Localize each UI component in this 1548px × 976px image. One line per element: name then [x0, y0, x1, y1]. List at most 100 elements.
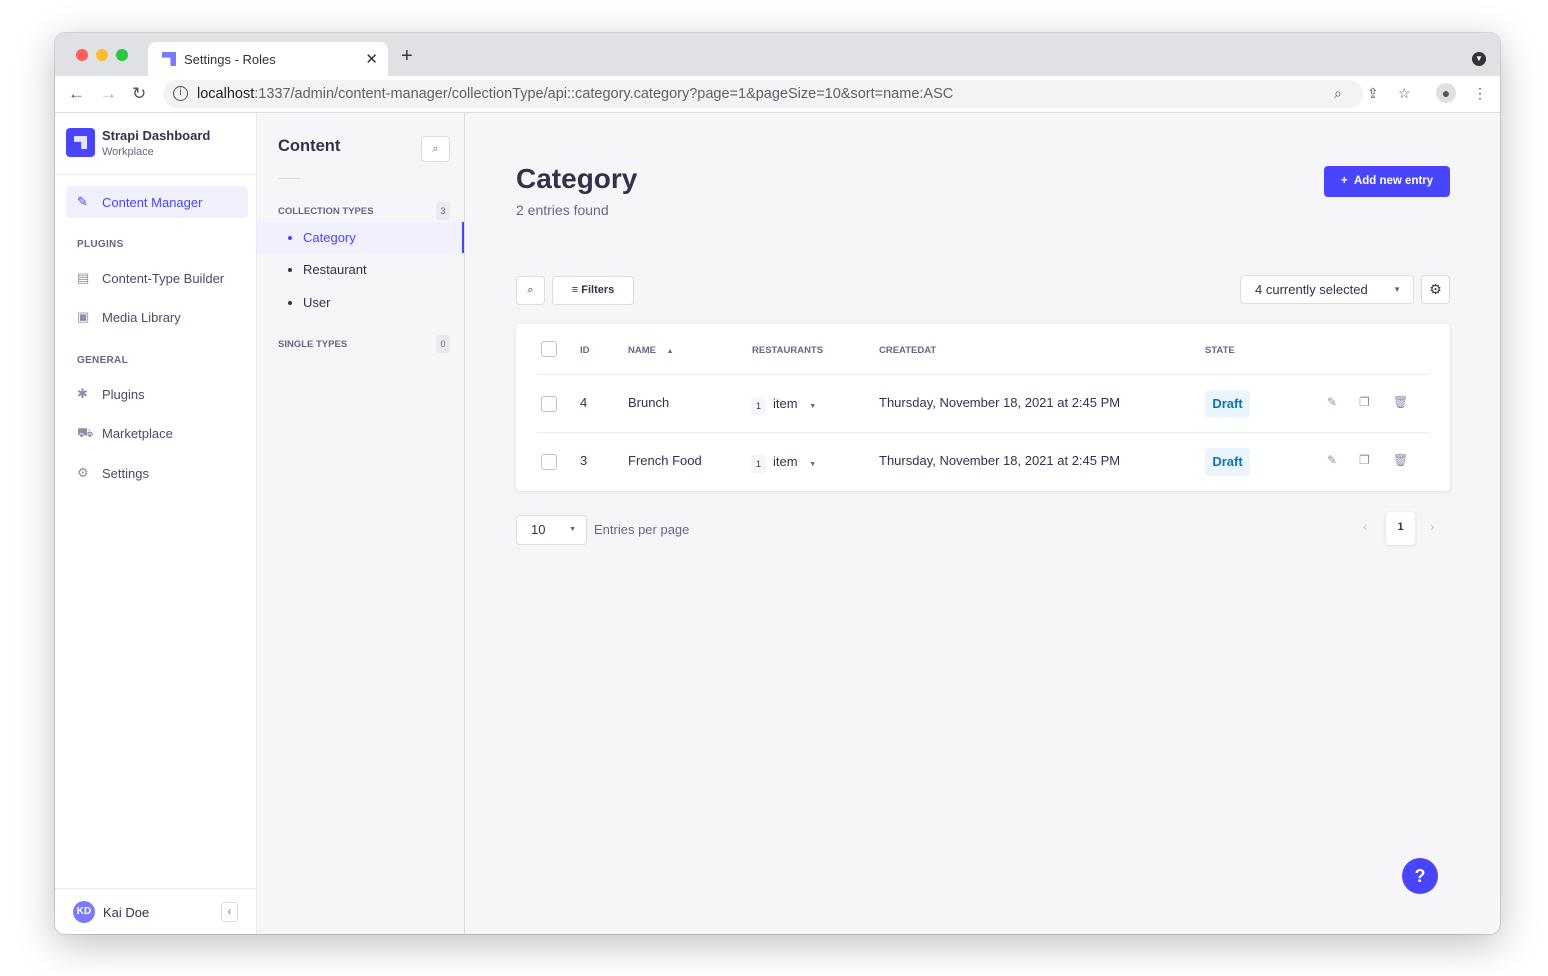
subnav-title: Content — [278, 137, 341, 155]
browser-menu-icon[interactable]: ⋮ — [1473, 85, 1487, 101]
column-header-name[interactable]: NAME ▲ — [628, 345, 674, 356]
trash-icon[interactable]: 🗑 — [1393, 453, 1409, 467]
forward-icon[interactable]: → — [100, 84, 117, 103]
chevron-down-icon: ▼ — [809, 403, 817, 410]
user-menu[interactable]: KD Kai Doe ‹ — [55, 888, 256, 934]
url-input[interactable]: i localhost:1337/admin/content-manager/c… — [163, 80, 1363, 108]
relation-label: item — [773, 454, 798, 469]
filters-label: Filters — [581, 284, 615, 296]
back-icon[interactable]: ← — [68, 84, 85, 103]
feather-icon: ✎ — [77, 194, 88, 209]
collection-types-label: COLLECTION TYPES — [278, 206, 374, 217]
filters-button[interactable]: ≡ Filters — [552, 276, 634, 305]
minimize-window-button[interactable] — [96, 49, 108, 61]
collapse-sidebar-button[interactable]: ‹ — [221, 902, 238, 922]
single-types-label: SINGLE TYPES — [278, 339, 348, 350]
settings-gear-button[interactable]: ⚙ — [1421, 275, 1450, 304]
next-page-icon[interactable]: › — [1430, 519, 1435, 534]
relation-dropdown[interactable]: item ▼ — [773, 396, 816, 411]
subnav-item-label: Restaurant — [303, 262, 367, 277]
close-tab-icon[interactable]: ✕ — [365, 51, 378, 68]
edit-icon[interactable]: ✎ — [1327, 395, 1338, 409]
row-createdat: Thursday, November 18, 2021 at 2:45 PM — [879, 395, 1121, 410]
page-size-select[interactable]: 10 ▼ — [516, 515, 587, 545]
sort-ascending-icon: ▲ — [666, 348, 674, 355]
entries-per-page-label: Entries per page — [594, 522, 690, 537]
columns-select[interactable]: 4 currently selected ▼ — [1240, 275, 1414, 304]
image-icon: ▣ — [77, 309, 90, 324]
subnav-item-category[interactable]: Category — [257, 222, 464, 253]
main-content: Category 2 entries found + Add new entry… — [465, 113, 1500, 934]
search-button[interactable]: ⌕ — [516, 276, 545, 305]
subnav-item-user[interactable]: User — [257, 287, 464, 318]
strapi-favicon-icon — [162, 52, 176, 66]
tab-search-icon[interactable]: ▼ — [1472, 52, 1486, 66]
address-bar: ← → ↻ i localhost:1337/admin/content-man… — [55, 76, 1500, 113]
chevron-down-icon: ▼ — [569, 526, 576, 533]
relation-dropdown[interactable]: item ▼ — [773, 454, 816, 469]
edit-icon[interactable]: ✎ — [1327, 453, 1338, 467]
sidebar-item-plugins[interactable]: ✱ Plugins — [66, 378, 248, 410]
maximize-window-button[interactable] — [116, 49, 128, 61]
general-section-label: GENERAL — [77, 355, 128, 366]
cart-icon: ⛟ — [77, 425, 94, 440]
page-1-button[interactable]: 1 — [1386, 512, 1415, 545]
reload-icon[interactable]: ↻ — [132, 84, 147, 103]
column-header-state[interactable]: STATE — [1205, 345, 1235, 356]
info-icon[interactable]: i — [173, 86, 188, 101]
filter-icon: ≡ — [571, 284, 579, 296]
add-new-entry-button[interactable]: + Add new entry — [1324, 166, 1450, 197]
relation-label: item — [773, 396, 798, 411]
table-row[interactable]: 3 French Food 1 item ▼ Thursday, Novembe… — [537, 432, 1429, 490]
table-row[interactable]: 4 Brunch 1 item ▼ Thursday, November 18,… — [537, 374, 1429, 432]
row-checkbox[interactable] — [541, 396, 557, 412]
row-id: 4 — [580, 395, 588, 410]
entries-count: 2 entries found — [516, 202, 609, 218]
profile-icon[interactable]: ● — [1436, 83, 1456, 103]
subnav-search-button[interactable]: ⌕ — [421, 136, 450, 162]
select-all-checkbox[interactable] — [541, 341, 557, 357]
share-icon[interactable]: ⇪ — [1367, 85, 1379, 101]
previous-page-icon[interactable]: ‹ — [1363, 519, 1368, 534]
close-window-button[interactable] — [76, 49, 88, 61]
tab-title: Settings - Roles — [184, 52, 276, 67]
status-badge: Draft — [1205, 390, 1250, 418]
column-header-createdat[interactable]: CREATEDAT — [879, 345, 937, 356]
subnav-item-restaurant[interactable]: Restaurant — [257, 254, 464, 285]
row-id: 3 — [580, 453, 588, 468]
duplicate-icon[interactable]: ❐ — [1359, 453, 1370, 467]
subnav-item-label: User — [303, 295, 331, 310]
columns-select-value: 4 currently selected — [1255, 282, 1368, 297]
trash-icon[interactable]: 🗑 — [1393, 395, 1409, 409]
single-types-count: 0 — [436, 335, 450, 353]
duplicate-icon[interactable]: ❐ — [1359, 395, 1370, 409]
content-subnav: Content ⌕ COLLECTION TYPES 3 Category Re… — [257, 113, 465, 934]
browser-tab[interactable]: Settings - Roles ✕ — [148, 42, 388, 76]
row-checkbox[interactable] — [541, 454, 557, 470]
relation-count: 1 — [751, 455, 766, 473]
new-tab-icon[interactable]: + — [401, 45, 413, 67]
sidebar-item-label: Media Library — [102, 310, 181, 325]
column-name-label: NAME — [628, 345, 656, 356]
tab-bar: Settings - Roles ✕ + ▼ — [55, 33, 1500, 76]
sidebar-item-media-library[interactable]: ▣ Media Library — [66, 301, 248, 333]
brand-name: Strapi Dashboard — [102, 128, 211, 143]
avatar: KD — [73, 901, 95, 923]
sidebar-item-content-type-builder[interactable]: ▤ Content-Type Builder — [66, 262, 248, 294]
subnav-item-label: Category — [303, 230, 356, 245]
bookmark-star-icon[interactable]: ☆ — [1398, 85, 1411, 101]
sidebar-item-settings[interactable]: ⚙ Settings — [66, 457, 248, 489]
main-sidebar: Strapi Dashboard Workplace ✎ Content Mana… — [55, 113, 257, 934]
column-header-restaurants[interactable]: RESTAURANTS — [752, 345, 824, 356]
layout-icon: ▤ — [77, 270, 90, 285]
row-name: Brunch — [628, 395, 670, 410]
sidebar-item-content-manager[interactable]: ✎ Content Manager — [66, 186, 248, 218]
row-name: French Food — [628, 453, 702, 468]
browser-window: Settings - Roles ✕ + ▼ ← → ↻ i localhost… — [55, 33, 1500, 934]
column-header-id[interactable]: ID — [580, 345, 590, 356]
sidebar-item-label: Marketplace — [102, 426, 173, 441]
sidebar-item-marketplace[interactable]: ⛟ Marketplace — [66, 417, 248, 449]
help-button[interactable]: ? — [1402, 858, 1438, 894]
chevron-down-icon: ▼ — [1393, 285, 1401, 294]
zoom-icon[interactable]: ⌕ — [1334, 85, 1342, 101]
